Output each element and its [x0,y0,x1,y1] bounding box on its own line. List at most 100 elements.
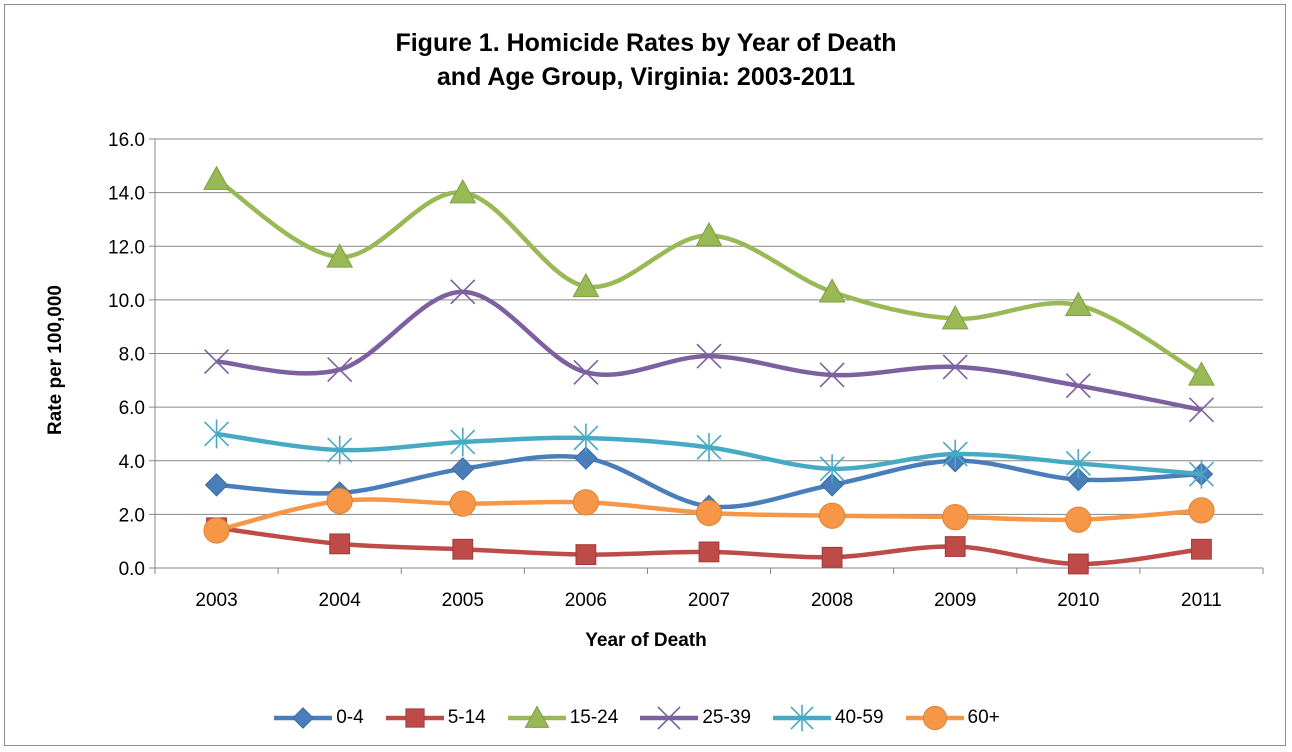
data-point [1066,467,1091,492]
chart-title-line1: Figure 1. Homicide Rates by Year of Deat… [395,29,897,57]
chart-title: Figure 1. Homicide Rates by Year of Deat… [0,26,1292,94]
data-point [944,536,966,557]
data-point [1067,553,1089,575]
x-tick-label: 2008 [811,590,853,611]
data-point [696,343,722,369]
data-point [203,348,230,375]
data-point [1188,397,1215,423]
x-tick-label: 2007 [688,590,730,611]
series-line [216,289,1202,413]
data-point [942,354,968,380]
y-tick-label: 14.0 [108,184,145,205]
data-point [327,435,353,465]
data-point [1064,291,1092,316]
y-tick-label: 16.0 [108,130,145,151]
data-point [573,423,599,453]
data-point [821,546,843,568]
series-line [215,177,1203,377]
data-point [203,165,231,190]
data-point [698,541,720,563]
data-point [1065,506,1092,533]
data-point [1188,497,1215,524]
data-point [449,490,476,517]
legend: 0-4 5-14 15-24 25-39 40-59 60+ [0,703,1292,733]
data-point [820,473,844,497]
data-point [329,533,351,555]
legend-swatch [772,704,831,732]
x-axis-label: Year of Death [585,630,707,651]
data-point [819,454,845,484]
data-point [942,503,969,531]
y-tick-label: 4.0 [119,452,145,473]
data-point [1188,459,1215,489]
data-point [450,279,476,305]
data-point [696,432,722,462]
x-tick-label: 2010 [1057,590,1099,611]
x-tick-label: 2005 [442,590,484,611]
series-15-24 [203,165,1215,386]
series-5-14 [206,517,1212,575]
data-point [572,489,599,516]
legend-label: 60+ [967,707,1000,728]
x-tick-label: 2003 [195,590,237,611]
legend-swatch [385,708,444,728]
legend-label: 15-24 [569,707,619,728]
data-point [326,243,354,268]
y-tick-label: 0.0 [119,559,145,580]
data-point [573,359,599,385]
data-point [1065,449,1091,478]
data-point [695,221,723,247]
legend-swatch [274,707,333,729]
legend-marker [657,706,681,730]
data-point [574,446,598,470]
data-point [819,502,846,529]
x-tick-label: 2006 [565,590,607,611]
x-tick-label: 2009 [934,590,976,611]
data-point [819,362,845,388]
data-point [203,419,230,449]
y-tick-label: 2.0 [119,505,145,526]
legend-label: 25-39 [702,707,751,728]
y-tick-label: 6.0 [119,398,145,419]
y-tick-label: 12.0 [108,237,145,258]
legend-item: 5-14 [384,703,486,733]
data-point [695,499,723,527]
data-point [326,487,353,515]
legend-marker [405,708,425,728]
data-point [941,305,969,330]
data-point [449,178,477,204]
data-point [203,517,230,544]
data-point [575,544,597,565]
data-point [1191,538,1212,560]
legend-item: 25-39 [638,703,751,733]
series-40-59 [203,419,1215,489]
legend-swatch [507,705,566,728]
legend-marker [524,705,550,728]
legend-label: 40-59 [834,707,884,728]
data-point [452,538,474,560]
data-point [327,357,353,383]
y-tick-label: 8.0 [119,345,145,366]
data-point [1065,373,1091,399]
legend-item: 40-59 [771,703,884,733]
legend-item: 15-24 [506,703,619,733]
legend-marker [922,705,947,731]
chart-area [4,4,1286,746]
data-point [451,457,475,481]
x-tick-label: 2004 [319,590,362,611]
legend-swatch [905,705,964,731]
data-point [204,473,229,497]
data-point [818,278,846,303]
data-point [572,272,600,298]
x-tick-label: 2011 [1181,590,1222,611]
y-tick-label: 10.0 [108,291,145,312]
legend-item: 0-4 [272,703,364,733]
data-point [942,439,968,469]
legend-marker [790,704,814,732]
data-point [1187,361,1215,386]
series-60+ [203,487,1215,544]
legend-label: 0-4 [336,707,364,728]
legend-label: 5-14 [447,707,486,728]
legend-marker [292,707,315,729]
